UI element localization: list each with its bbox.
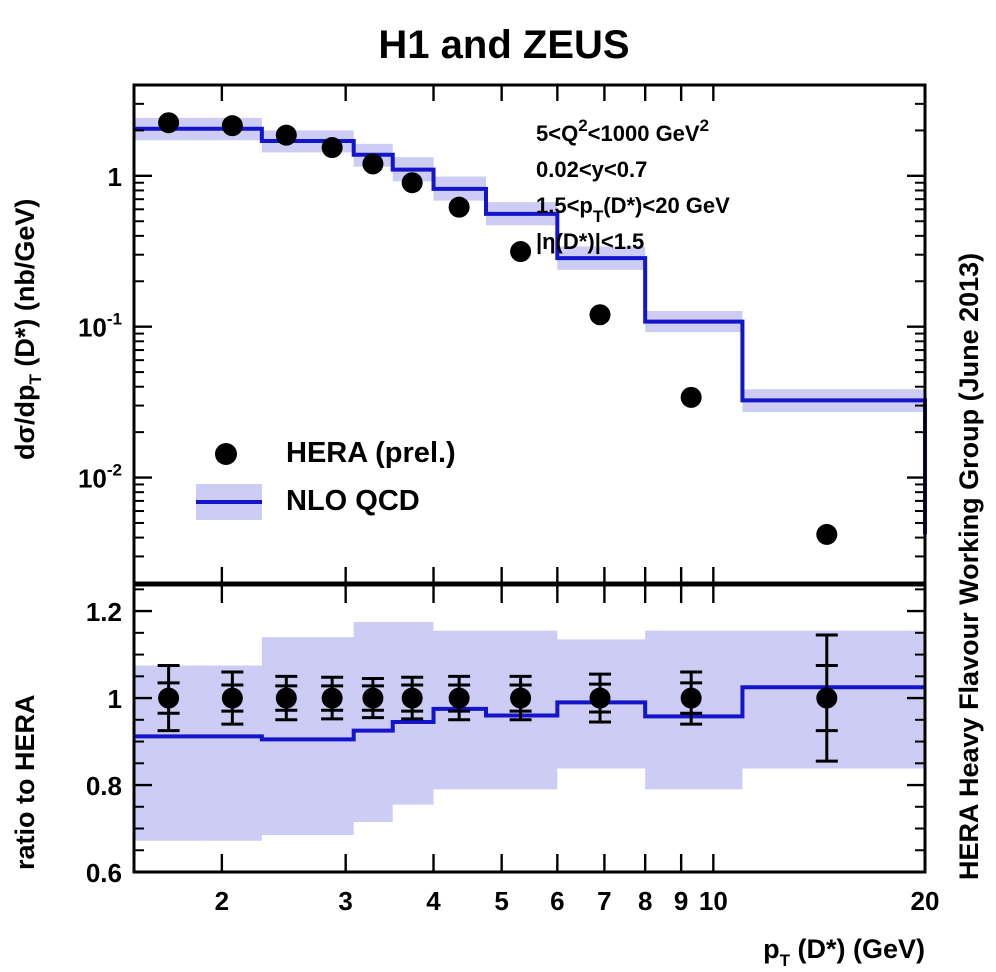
- top-y-tick-label: 10-2: [78, 461, 122, 494]
- ratio-data-point: [510, 687, 532, 709]
- top-y-axis-label-b: (D*) (nb/GeV): [10, 199, 40, 375]
- data-point: [448, 196, 470, 218]
- svg-text:pT (D*) (GeV): pT (D*) (GeV): [763, 934, 925, 970]
- svg-text:dσ/dpT (D*) (nb/GeV): dσ/dpT (D*) (nb/GeV): [10, 199, 45, 460]
- svg-text:HERA Heavy Flavour Working Gro: HERA Heavy Flavour Working Group (June 2…: [954, 253, 984, 880]
- ratio-data-point: [816, 687, 838, 709]
- x-tick-label: 6: [550, 886, 564, 916]
- ratio-data-point: [589, 687, 611, 709]
- data-point: [321, 137, 343, 159]
- ratio-data-point: [221, 687, 243, 709]
- top-panel-background: [134, 85, 925, 583]
- kinematic-cut-line: 1.5<pT(D*)<20 GeV: [536, 193, 730, 226]
- top-y-tick-label: 1: [108, 162, 122, 192]
- top-y-tick-label: 10-1: [78, 310, 122, 343]
- data-point: [158, 112, 180, 134]
- ratio-y-tick-label: 0.8: [86, 771, 122, 801]
- page-title: H1 and ZEUS: [378, 23, 629, 67]
- top-y-axis-label-a: dσ/dp: [10, 385, 40, 460]
- kinematic-cuts: 5<Q2<1000 GeV2 0.02<y<0.7 1.5<pT(D*)<20 Ge…: [536, 116, 730, 254]
- ratio-panel-frame: [132, 583, 927, 874]
- x-tick-label: 4: [426, 886, 441, 916]
- x-axis-label-rest: (D*) (GeV): [790, 934, 925, 964]
- x-tick-label: 9: [674, 886, 688, 916]
- x-axis-label: pT (D*) (GeV): [763, 934, 925, 970]
- x-axis-label-p: p: [763, 934, 780, 964]
- ratio-y-tick-label: 1: [108, 684, 122, 714]
- kinematic-cut-line: 5<Q2<1000 GeV2: [536, 116, 709, 146]
- ratio-data-point: [448, 687, 470, 709]
- x-tick-label: 2: [215, 886, 229, 916]
- ratio-data-point: [158, 687, 180, 709]
- side-label: HERA Heavy Flavour Working Group (June 2…: [954, 253, 984, 880]
- ratio-data-point: [321, 687, 343, 709]
- ratio-y-tick-label: 0.6: [86, 858, 122, 888]
- data-point: [680, 386, 702, 408]
- top-panel-frame: [132, 83, 927, 585]
- kinematic-cut-line: |η(D*)|<1.5: [536, 229, 644, 254]
- svg-text:ratio to HERA: ratio to HERA: [10, 695, 40, 871]
- legend-marker-dot: [215, 443, 237, 465]
- data-point: [401, 172, 423, 194]
- data-point: [275, 124, 297, 146]
- data-point: [362, 153, 384, 175]
- x-tick-label: 10: [699, 886, 728, 916]
- legend-label: HERA (prel.): [286, 437, 456, 469]
- x-tick-label: 5: [494, 886, 508, 916]
- top-y-axis-label: dσ/dpT (D*) (nb/GeV): [10, 199, 45, 460]
- plot-legend: HERA (prel.) NLO QCD: [196, 437, 456, 520]
- x-tick-label: 3: [338, 886, 352, 916]
- data-point: [221, 115, 243, 137]
- kinematic-cut-line: 0.02<y<0.7: [536, 157, 647, 182]
- x-tick-label: 20: [911, 886, 940, 916]
- ratio-data-point: [401, 687, 423, 709]
- top-y-axis-label-sub: T: [26, 374, 45, 385]
- x-tick-label: 7: [597, 886, 611, 916]
- ratio-panel: 1.2 1 0.8 0.6 2 3 4 5 6 7 8 9 10 20: [86, 583, 940, 916]
- x-tick-label: 8: [638, 886, 652, 916]
- ratio-y-axis-label: ratio to HERA: [10, 695, 40, 871]
- ratio-data-point: [362, 687, 384, 709]
- ratio-nlo-line: [134, 685, 925, 742]
- data-point: [816, 523, 838, 545]
- legend-label: NLO QCD: [286, 485, 420, 517]
- x-axis-label-sub: T: [780, 951, 791, 970]
- ratio-data-point: [275, 687, 297, 709]
- data-point: [510, 241, 532, 263]
- ratio-data-point: [680, 687, 702, 709]
- data-point: [589, 304, 611, 326]
- ratio-y-tick-label: 1.2: [86, 597, 122, 627]
- cross-section-panel: 1 10-1 10-2: [78, 83, 927, 585]
